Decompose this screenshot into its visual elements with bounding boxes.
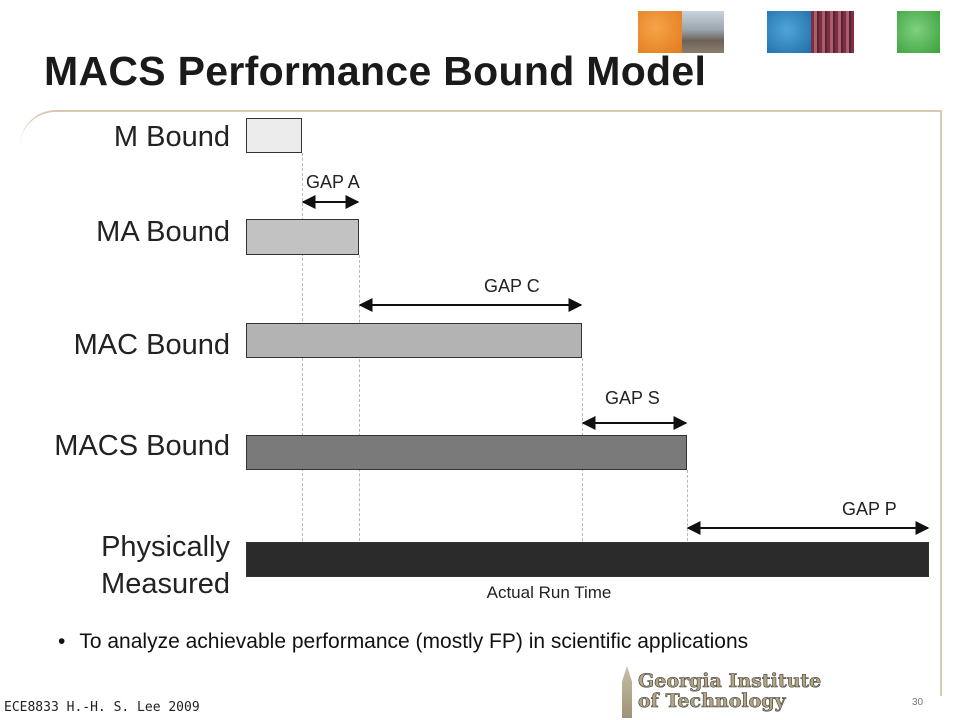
footer-text: ECE8833 H.-H. S. Lee 2009 bbox=[4, 700, 200, 715]
campus-header-image bbox=[682, 11, 724, 53]
gap-a-label: GAP A bbox=[306, 172, 360, 192]
gap-c-label: GAP C bbox=[484, 276, 540, 296]
mac-bound-bar bbox=[246, 323, 582, 358]
gap-p-label: GAP P bbox=[842, 499, 897, 519]
tech-tower-icon bbox=[622, 666, 632, 718]
row-label-mac-bound: MAC Bound bbox=[73, 329, 230, 361]
macs-bound-bar bbox=[246, 435, 687, 470]
blue-header-image bbox=[767, 11, 811, 53]
row-label-ma-bound: MA Bound bbox=[96, 216, 230, 248]
guide-line-ma bbox=[359, 255, 360, 541]
orange-header-image bbox=[638, 11, 682, 53]
bullet-text: To analyze achievable performance (mostl… bbox=[79, 630, 749, 653]
ma-bound-bar bbox=[246, 219, 359, 255]
content-frame bbox=[20, 110, 942, 696]
m-bound-bar bbox=[246, 118, 302, 153]
bullet-item: • To analyze achievable performance (most… bbox=[58, 630, 748, 654]
bullet-dot: • bbox=[58, 630, 66, 653]
logo-line-2: of Technology bbox=[638, 690, 786, 713]
row-label-m-bound: M Bound bbox=[113, 121, 230, 153]
row-label-macs-bound: MACS Bound bbox=[54, 430, 230, 462]
actual-run-time-label: Actual Run Time bbox=[463, 580, 635, 606]
logo-line-1: Georgia Institute bbox=[638, 670, 822, 693]
guide-line-macs bbox=[687, 470, 688, 541]
georgia-tech-logo: Georgia Institute of Technology bbox=[602, 658, 822, 718]
row-label-physically-measured: Physically Measured bbox=[101, 531, 230, 600]
slide-title: MACS Performance Bound Model bbox=[44, 48, 707, 94]
page-number: 30 bbox=[912, 697, 924, 708]
circuit-header-image bbox=[811, 11, 854, 53]
physically-measured-bar bbox=[246, 542, 929, 577]
green-header-image bbox=[897, 11, 940, 53]
gap-s-label: GAP S bbox=[605, 388, 660, 408]
